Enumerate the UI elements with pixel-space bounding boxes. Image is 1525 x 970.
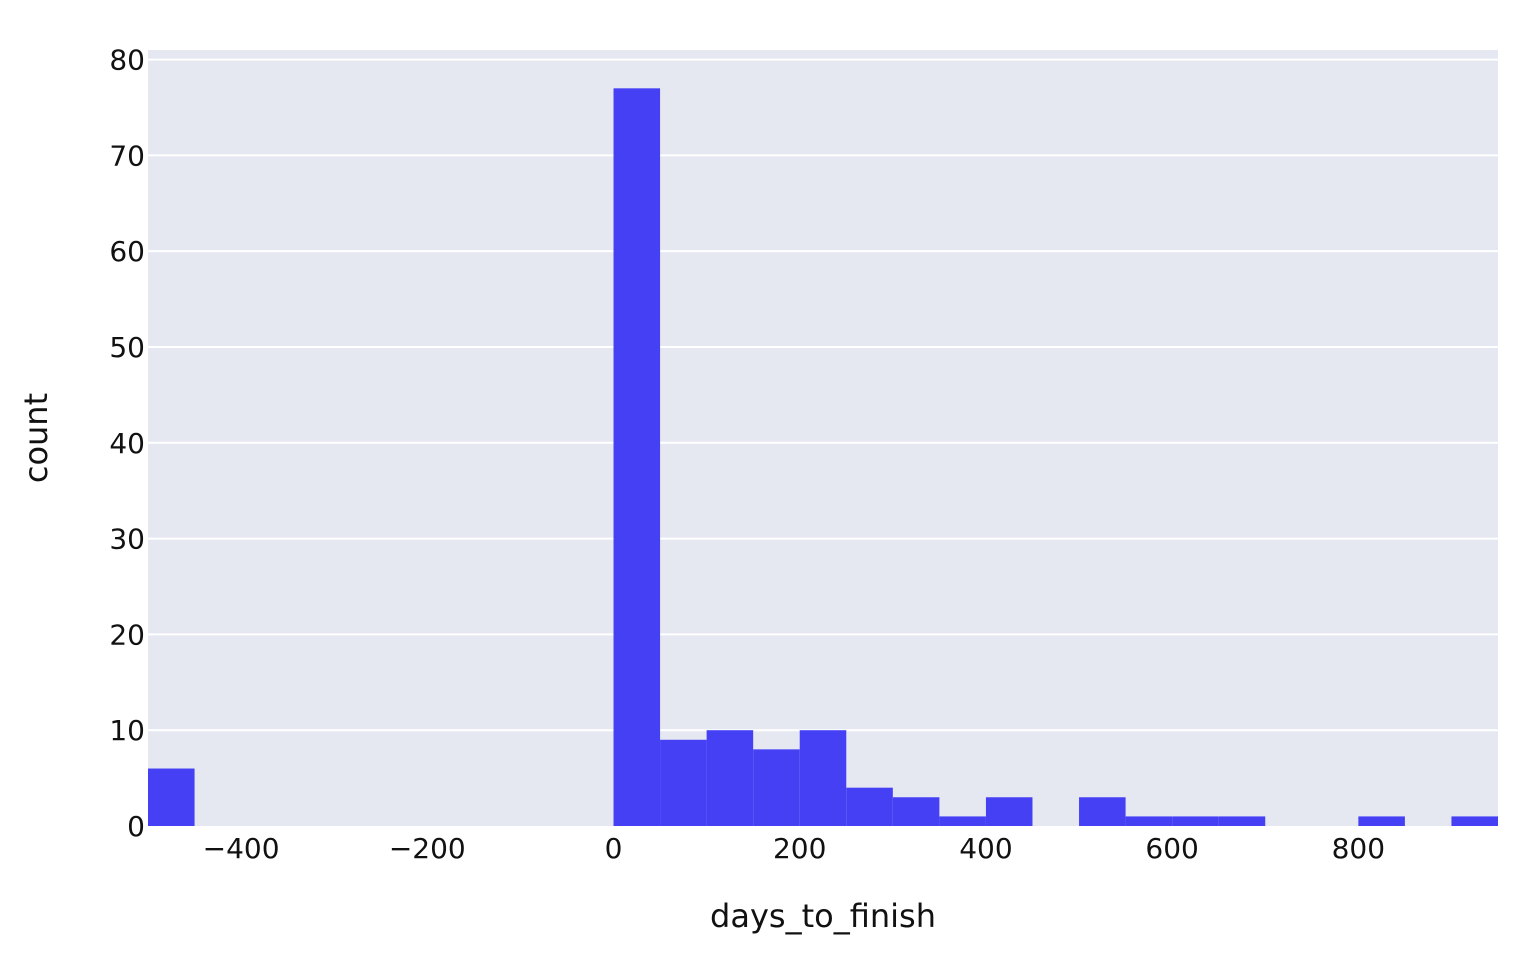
- y-tick-label: 60: [109, 235, 145, 268]
- x-tick-label: 800: [1332, 832, 1385, 865]
- histogram-bar: [892, 797, 940, 826]
- histogram-bar: [939, 816, 986, 826]
- y-tick-label: 20: [109, 618, 145, 651]
- y-tick-label: 30: [109, 523, 145, 556]
- y-tick-label: 10: [109, 714, 145, 747]
- bars: [148, 88, 1498, 826]
- y-tick-label: 50: [109, 331, 145, 364]
- histogram-bar: [706, 730, 754, 826]
- histogram-bar: [1358, 816, 1405, 826]
- x-axis-title: days_to_finish: [710, 897, 936, 935]
- plot-area: [148, 50, 1498, 826]
- histogram-bar: [148, 768, 195, 826]
- y-tick-label: 70: [109, 139, 145, 172]
- histogram-bar: [1451, 816, 1498, 826]
- y-tick-label: 40: [109, 427, 145, 460]
- x-tick-label: −200: [389, 832, 466, 865]
- x-tick-label: 200: [773, 832, 826, 865]
- histogram-bar: [1079, 797, 1126, 826]
- x-axis-ticks: −400 −200 0 200 400 600 800: [203, 832, 1385, 865]
- y-axis-ticks: 0 10 20 30 40 50 60 70 80: [109, 44, 145, 843]
- histogram-bar: [799, 730, 847, 826]
- x-tick-label: 400: [959, 832, 1012, 865]
- histogram-bar: [1172, 816, 1219, 826]
- y-tick-label: 0: [127, 810, 145, 843]
- histogram-bar: [985, 797, 1033, 826]
- x-tick-label: 600: [1145, 832, 1198, 865]
- x-tick-label: 0: [605, 832, 623, 865]
- histogram-bar: [660, 739, 707, 826]
- histogram-bar: [753, 749, 800, 826]
- x-tick-label: −400: [203, 832, 280, 865]
- histogram-bar: [1218, 816, 1266, 826]
- y-tick-label: 80: [109, 44, 145, 77]
- histogram-bar: [1125, 816, 1173, 826]
- histogram-bar: [613, 88, 661, 826]
- gridlines: [148, 58, 1498, 732]
- y-axis-title: count: [17, 393, 55, 483]
- histogram-bar: [846, 787, 893, 826]
